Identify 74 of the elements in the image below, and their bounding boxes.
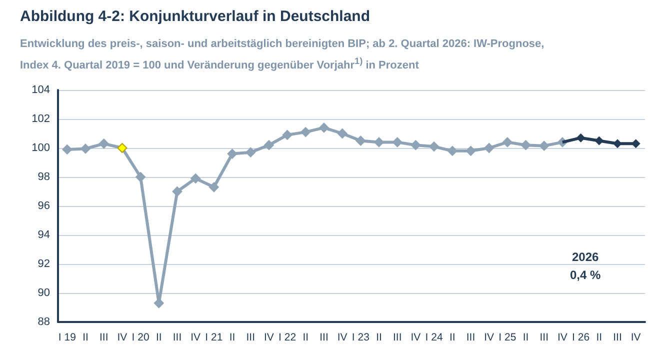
point: [539, 140, 550, 151]
point: [98, 138, 109, 149]
point: [227, 148, 238, 159]
point: [80, 144, 91, 154]
point: [356, 136, 366, 146]
point: [208, 182, 219, 192]
x-tick-label: II: [522, 332, 529, 344]
point: [62, 144, 72, 154]
y-tick-label: 90: [38, 287, 50, 299]
annotation: 2026: [570, 249, 600, 266]
x-tick-label: III: [99, 332, 108, 344]
x-tick-label: II: [376, 332, 382, 344]
x-tick-label: IV: [410, 332, 421, 344]
point: [392, 137, 402, 148]
point: [594, 136, 604, 146]
y-tick-label: 102: [32, 113, 50, 125]
x-tick-label: IV: [557, 332, 568, 344]
x-tick-label: I 19: [58, 332, 76, 344]
point: [246, 147, 256, 158]
x-tick-label: IV: [630, 332, 641, 344]
point: [612, 139, 622, 148]
point: [190, 173, 201, 184]
point: [466, 146, 476, 156]
x-tick-label: IV: [264, 332, 274, 344]
x-tick-label: III: [246, 332, 255, 344]
x-tick-label: III: [540, 332, 548, 344]
x-tick-label: III: [172, 332, 182, 344]
x-tick-label: I 22: [278, 332, 296, 344]
y-tick-label: 88: [38, 316, 50, 328]
y-tick-label: 104: [32, 84, 50, 96]
x-tick-label: III: [613, 332, 622, 344]
x-tick-label: I 20: [132, 332, 150, 344]
x-tick-label: II: [156, 332, 162, 344]
point: [172, 186, 182, 196]
point: [136, 172, 146, 182]
point: [300, 127, 311, 138]
x-tick-label: I 23: [352, 332, 370, 344]
x-tick-label: I 25: [498, 332, 516, 344]
x-tick-label: IV: [117, 332, 128, 344]
x-tick-label: II: [449, 332, 456, 344]
x-tick-label: I 26: [572, 332, 590, 344]
chart-subtitle: Entwicklung des preis-, saison- und arbeitstäglich bereinigten BIP; ab 2. Quartal 2026: IW-Prognose, Index 4. Quartal 2019 = 100 und Veränderung gegenüber Vorjahr$^{1)}$ in Prozent: [20, 37, 546, 74]
x-tick-label: IV: [484, 332, 494, 344]
point: [520, 140, 531, 150]
point: [318, 122, 329, 133]
y-tick-label: 98: [38, 171, 50, 183]
point: [429, 142, 440, 152]
y-tick-label: 94: [38, 229, 50, 241]
y-tick-label: 96: [38, 200, 50, 212]
x-tick-label: III: [466, 332, 476, 344]
point: [337, 128, 348, 138]
x-tick-label: I 24: [425, 332, 443, 344]
x-tick-label: II: [302, 332, 309, 344]
point: [447, 146, 458, 156]
chart-title: Abbildung 4-2: Konjunkturverlauf in Deutschland: [20, 8, 370, 25]
annotation: 0,4 %: [570, 267, 601, 284]
point: [264, 140, 274, 150]
x-tick-label: IV: [337, 332, 348, 344]
point: [282, 130, 292, 140]
x-tick-label: I 21: [205, 332, 223, 344]
point: [484, 143, 494, 153]
x-tick-label: III: [320, 332, 328, 344]
point: [117, 143, 128, 153]
x-tick-label: II: [596, 332, 602, 344]
y-tick-label: 100: [32, 142, 50, 154]
point: [374, 137, 384, 148]
y-tick-label: 92: [38, 258, 50, 270]
x-tick-label: IV: [190, 332, 201, 344]
point: [576, 133, 586, 142]
x-tick-label: II: [82, 332, 88, 344]
x-tick-label: III: [392, 332, 402, 344]
point: [502, 137, 512, 148]
point: [410, 140, 421, 150]
x-tick-label: II: [229, 332, 236, 344]
